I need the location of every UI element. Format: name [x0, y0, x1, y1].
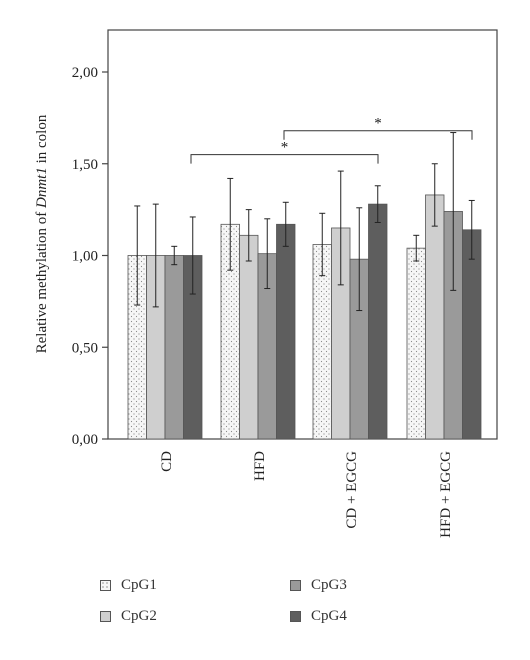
- y-tick-label: 1,50: [72, 157, 98, 173]
- x-tick-label: HFD + EGCG: [438, 451, 454, 538]
- bar-cpg2: [239, 234, 259, 440]
- y-tick-label: 1,00: [72, 249, 98, 265]
- y-axis: 0,00 0,50 1,00 1,50 2,00: [72, 65, 108, 448]
- significance-label: *: [281, 140, 289, 156]
- x-axis-labels: CD HFD CD + EGCG HFD + EGCG: [159, 451, 454, 538]
- significance-bracket: [283, 130, 473, 140]
- significance-label: *: [374, 116, 382, 132]
- x-tick-label: CD: [159, 451, 175, 472]
- x-tick-label: CD + EGCG: [344, 451, 360, 529]
- significance-bracket: [190, 154, 379, 164]
- x-tick-label: HFD: [252, 451, 268, 481]
- bar-cpg2: [425, 194, 445, 440]
- bars: [127, 194, 482, 440]
- bar-cpg1: [406, 247, 426, 440]
- y-axis-label: Relative methylation of Dnmt1 in colon: [34, 114, 50, 353]
- y-tick-label: 0,00: [72, 432, 98, 448]
- error-bars: [134, 132, 475, 312]
- y-tick-label: 0,50: [72, 340, 98, 356]
- bar-cpg3: [164, 255, 184, 440]
- plot-frame: [107, 29, 498, 440]
- y-tick-label: 2,00: [72, 65, 98, 81]
- significance-brackets: **: [190, 116, 473, 164]
- bar-cpg4: [462, 229, 482, 440]
- bar-cpg4: [368, 203, 388, 440]
- bar-cpg4: [276, 223, 296, 440]
